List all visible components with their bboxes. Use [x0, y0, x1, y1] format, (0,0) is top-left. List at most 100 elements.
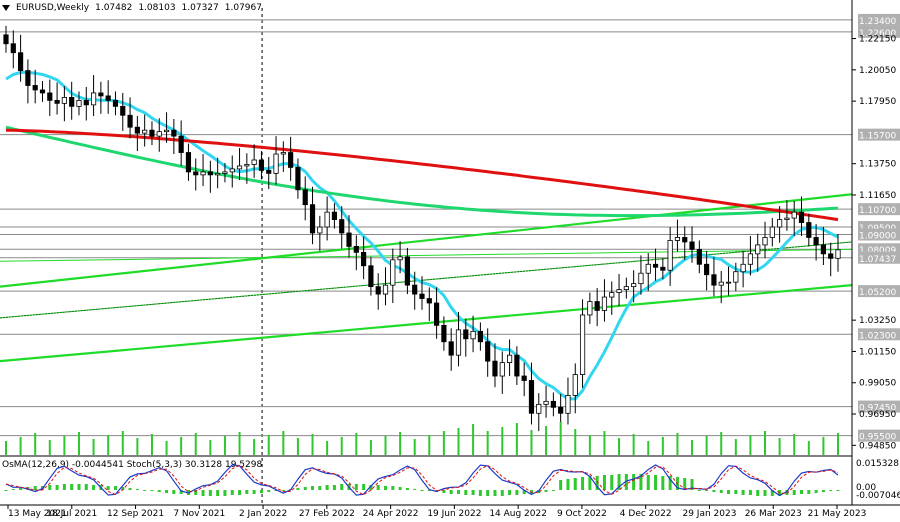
- osma-bar: [705, 490, 709, 491]
- candle-body: [309, 204, 316, 234]
- volume-bar: [691, 440, 694, 455]
- osma-bar: [165, 490, 169, 493]
- price-level-label: 1.08009: [859, 246, 896, 256]
- price-level-tag: [858, 25, 900, 38]
- price-level-tag: [858, 228, 900, 241]
- trend-line: [0, 248, 853, 262]
- volume-bar: [545, 426, 548, 455]
- candle-body: [61, 97, 67, 104]
- osma-bar: [668, 476, 672, 490]
- candle-body: [54, 99, 60, 104]
- volume-bar: [764, 431, 767, 455]
- volume-bar: [472, 424, 475, 455]
- osma-bar: [508, 490, 512, 495]
- candle-body: [791, 211, 797, 219]
- osma-bar: [617, 474, 621, 490]
- osma-bar: [727, 490, 731, 494]
- volume-bar: [559, 422, 562, 455]
- volume-bar: [676, 433, 679, 455]
- osma-bar: [624, 474, 628, 490]
- candle-body: [163, 129, 170, 133]
- volume-bar: [165, 441, 168, 455]
- candle-body: [623, 286, 629, 291]
- candle-body: [375, 286, 381, 295]
- candle-body: [718, 281, 724, 286]
- volume-bar: [530, 430, 533, 455]
- time-tick-label: 29 Jan 2023: [682, 509, 736, 519]
- price-level-tag: [858, 251, 900, 264]
- candle-body: [536, 403, 542, 414]
- volume-bar: [793, 434, 796, 455]
- osma-bar: [654, 475, 658, 490]
- volume-bars: [5, 422, 839, 455]
- price-tick-label: 0.94850: [859, 441, 896, 451]
- candle-body: [120, 105, 126, 116]
- volume-bar: [63, 436, 66, 455]
- volume-bar: [180, 437, 183, 455]
- candle-body: [83, 99, 89, 106]
- candle-body: [193, 171, 199, 176]
- price-level-label: 0.97450: [859, 404, 896, 414]
- osma-bar: [405, 488, 409, 490]
- candle-body: [660, 266, 666, 271]
- price-tick-label: 1.03250: [859, 316, 896, 326]
- osma-bar: [4, 490, 8, 491]
- candle-body: [295, 167, 301, 191]
- candle-body: [434, 302, 440, 326]
- candle-body: [288, 152, 294, 168]
- trend-lines: [0, 193, 853, 363]
- oscillator-scale-label: 0.0153281: [856, 459, 900, 469]
- osma-bar: [792, 490, 796, 495]
- candle-body: [689, 241, 695, 250]
- osma-bar: [712, 490, 716, 492]
- candle-body: [134, 126, 140, 134]
- volume-bar: [355, 433, 358, 455]
- osma-bar: [121, 487, 125, 490]
- candle-body: [207, 171, 213, 176]
- candle-body: [616, 289, 622, 293]
- candle-body: [280, 152, 286, 155]
- candle-body: [419, 293, 425, 299]
- volume-bar: [223, 436, 226, 455]
- dropdown-triangle-icon[interactable]: [2, 5, 10, 11]
- osma-bar: [581, 477, 585, 490]
- osma-bar: [157, 490, 161, 492]
- osma-bar: [741, 490, 745, 495]
- volume-bar: [136, 438, 139, 455]
- osma-bar: [573, 478, 577, 490]
- volume-bar: [778, 438, 781, 455]
- candle-body: [39, 89, 46, 94]
- price-level-tag: [858, 400, 900, 413]
- volume-bar: [5, 441, 7, 455]
- osma-bar: [48, 485, 52, 490]
- volume-bar: [428, 435, 431, 455]
- candle-body: [142, 129, 148, 134]
- candle-body: [397, 256, 403, 261]
- ohlc-open: 1.07482: [95, 3, 133, 13]
- oscillator-pane: OsMA(12,26,9) -0.0044541 Stoch(5,3,3) 30…: [0, 455, 900, 501]
- osma-bar: [602, 475, 606, 490]
- price-tick-label: 1.22150: [859, 35, 896, 45]
- osma-bar: [128, 488, 132, 490]
- candle-body: [69, 97, 75, 107]
- osma-bar: [92, 485, 96, 490]
- osma-bar: [245, 490, 249, 494]
- price-tick-label: 1.13750: [859, 160, 896, 170]
- osma-bar: [252, 490, 256, 494]
- osma-bar: [369, 485, 373, 490]
- price-tick-label: 1.17950: [859, 97, 896, 107]
- candle-body: [828, 253, 834, 259]
- volume-bar: [807, 441, 810, 455]
- candle-body: [572, 374, 578, 396]
- osma-label: OsMA(12,26,9) -0.0044541 Stoch(5,3,3) 30…: [2, 460, 262, 470]
- candle-body: [149, 129, 155, 137]
- candle-body: [455, 329, 462, 356]
- candle-body: [587, 301, 593, 316]
- osma-bar: [413, 489, 417, 490]
- osma-bar: [836, 490, 840, 491]
- price-level-lines: [0, 19, 852, 437]
- price-level-tag: [858, 13, 900, 26]
- candle-body: [178, 135, 184, 153]
- osma-bar: [194, 490, 198, 495]
- osma-bar: [661, 476, 665, 490]
